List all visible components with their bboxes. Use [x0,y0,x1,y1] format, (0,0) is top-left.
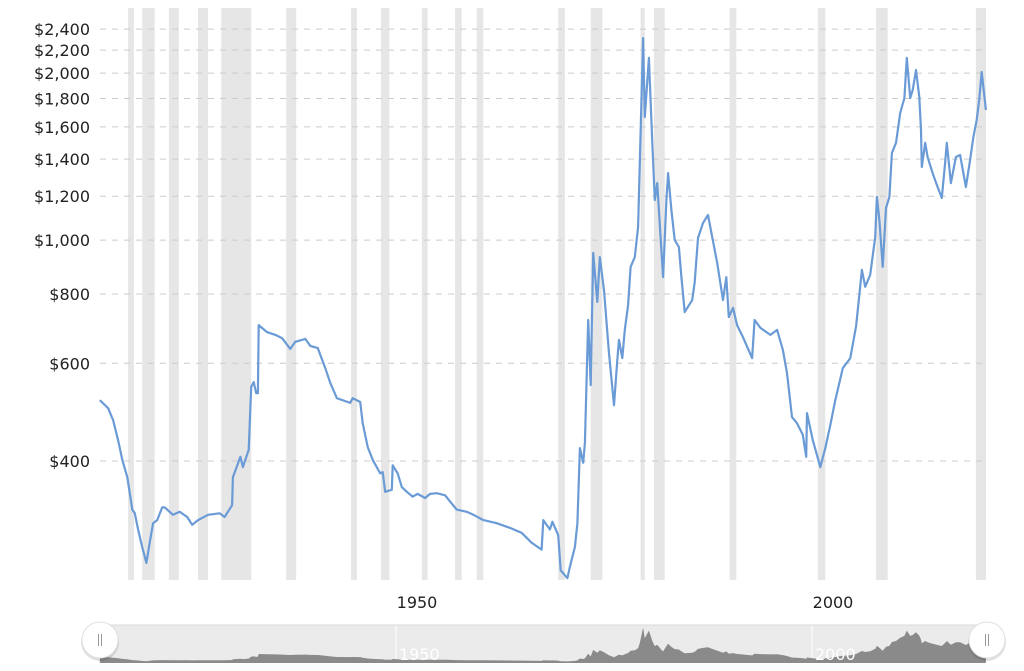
navigator-tick-label: 1950 [399,645,440,664]
price-line [99,37,987,580]
y-tick-label: $1,000 [34,231,90,250]
recession-band [381,8,390,580]
recession-band [653,8,665,580]
x-tick-label: 2000 [813,593,854,612]
y-tick-label: $1,600 [34,118,90,137]
x-axis-labels: 1950 2000 [397,593,854,612]
y-tick-label: $400 [49,452,90,471]
navigator-left-handle[interactable] [81,621,119,661]
y-tick-label: $2,000 [34,64,90,83]
navigator-gridlines [395,625,813,663]
navigator-tick-label: 2000 [815,645,856,664]
y-tick-label: $2,200 [34,41,90,60]
x-tick-label: 1950 [397,593,438,612]
y-tick-label: $1,400 [34,150,90,169]
y-tick-label: $1,800 [34,90,90,109]
navigator-labels: 1950 2000 [399,645,856,664]
recession-band [476,8,484,580]
y-axis-labels: $400 $600 $800 $1,000 $1,200 $1,400 $1,600 $1,8… [34,20,90,471]
y-tick-label: $2,400 [34,20,90,39]
handle-circle [81,621,119,659]
navigator-area [99,627,986,663]
y-tick-label: $600 [49,354,90,373]
navigator[interactable]: 1950 2000 [81,621,1006,664]
recession-band [197,8,208,580]
y-gridlines [100,28,986,462]
recession-band [286,8,297,580]
recession-band [455,8,462,580]
handle-circle [968,621,1006,659]
recession-band [729,8,737,580]
y-tick-label: $800 [49,285,90,304]
recession-band [128,8,134,580]
navigator-right-handle[interactable] [968,621,1006,661]
y-tick-label: $1,200 [34,187,90,206]
